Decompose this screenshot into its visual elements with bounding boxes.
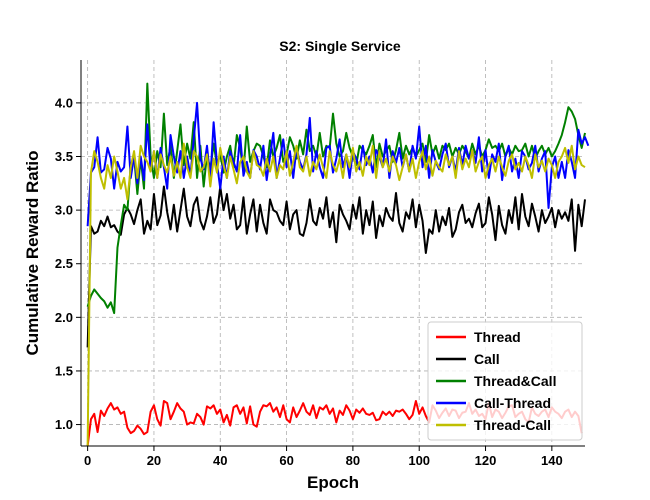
axes: 0 20 40 60 80 100 120 140 1.0 1.5 2.0 2.5 3.0 3.5 4.0 <box>55 60 585 468</box>
x-axis-label: Epoch <box>307 473 359 492</box>
chart-title: S2: Single Service <box>279 38 401 54</box>
legend-label-call: Call <box>474 351 500 367</box>
legend-label-thread-call: Thread-Call <box>474 417 551 433</box>
x-tick-label: 140 <box>541 453 563 468</box>
x-tick-label: 120 <box>475 453 497 468</box>
legend-label-thread: Thread <box>474 329 521 345</box>
y-tick-label: 4.0 <box>55 95 73 110</box>
y-tick-label: 1.5 <box>55 363 73 378</box>
x-tick-label: 60 <box>279 453 293 468</box>
y-tick-label: 2.0 <box>55 310 73 325</box>
legend-box <box>427 321 583 441</box>
x-tick-label: 100 <box>408 453 430 468</box>
series-line-thread-call <box>86 142 586 447</box>
x-tick-label: 0 <box>84 453 91 468</box>
legend-label-thread-call: Thread&Call <box>474 373 556 389</box>
x-tick-label: 20 <box>147 453 161 468</box>
y-tick-label: 1.0 <box>55 417 73 432</box>
y-tick-label: 3.5 <box>55 149 73 164</box>
y-axis-label: Cumulative Reward Ratio <box>23 151 42 356</box>
legend-label-call-thread: Call-Thread <box>474 395 551 411</box>
legend: Thread Call Thread&Call Call-Thread Thread-C… <box>427 321 583 441</box>
y-tick-label: 3.0 <box>55 203 73 218</box>
x-tick-label: 40 <box>213 453 227 468</box>
y-tick-label: 2.5 <box>55 256 73 271</box>
x-tick-label: 80 <box>346 453 360 468</box>
series-line-call-thread <box>86 101 590 227</box>
series-line-call <box>86 185 586 348</box>
